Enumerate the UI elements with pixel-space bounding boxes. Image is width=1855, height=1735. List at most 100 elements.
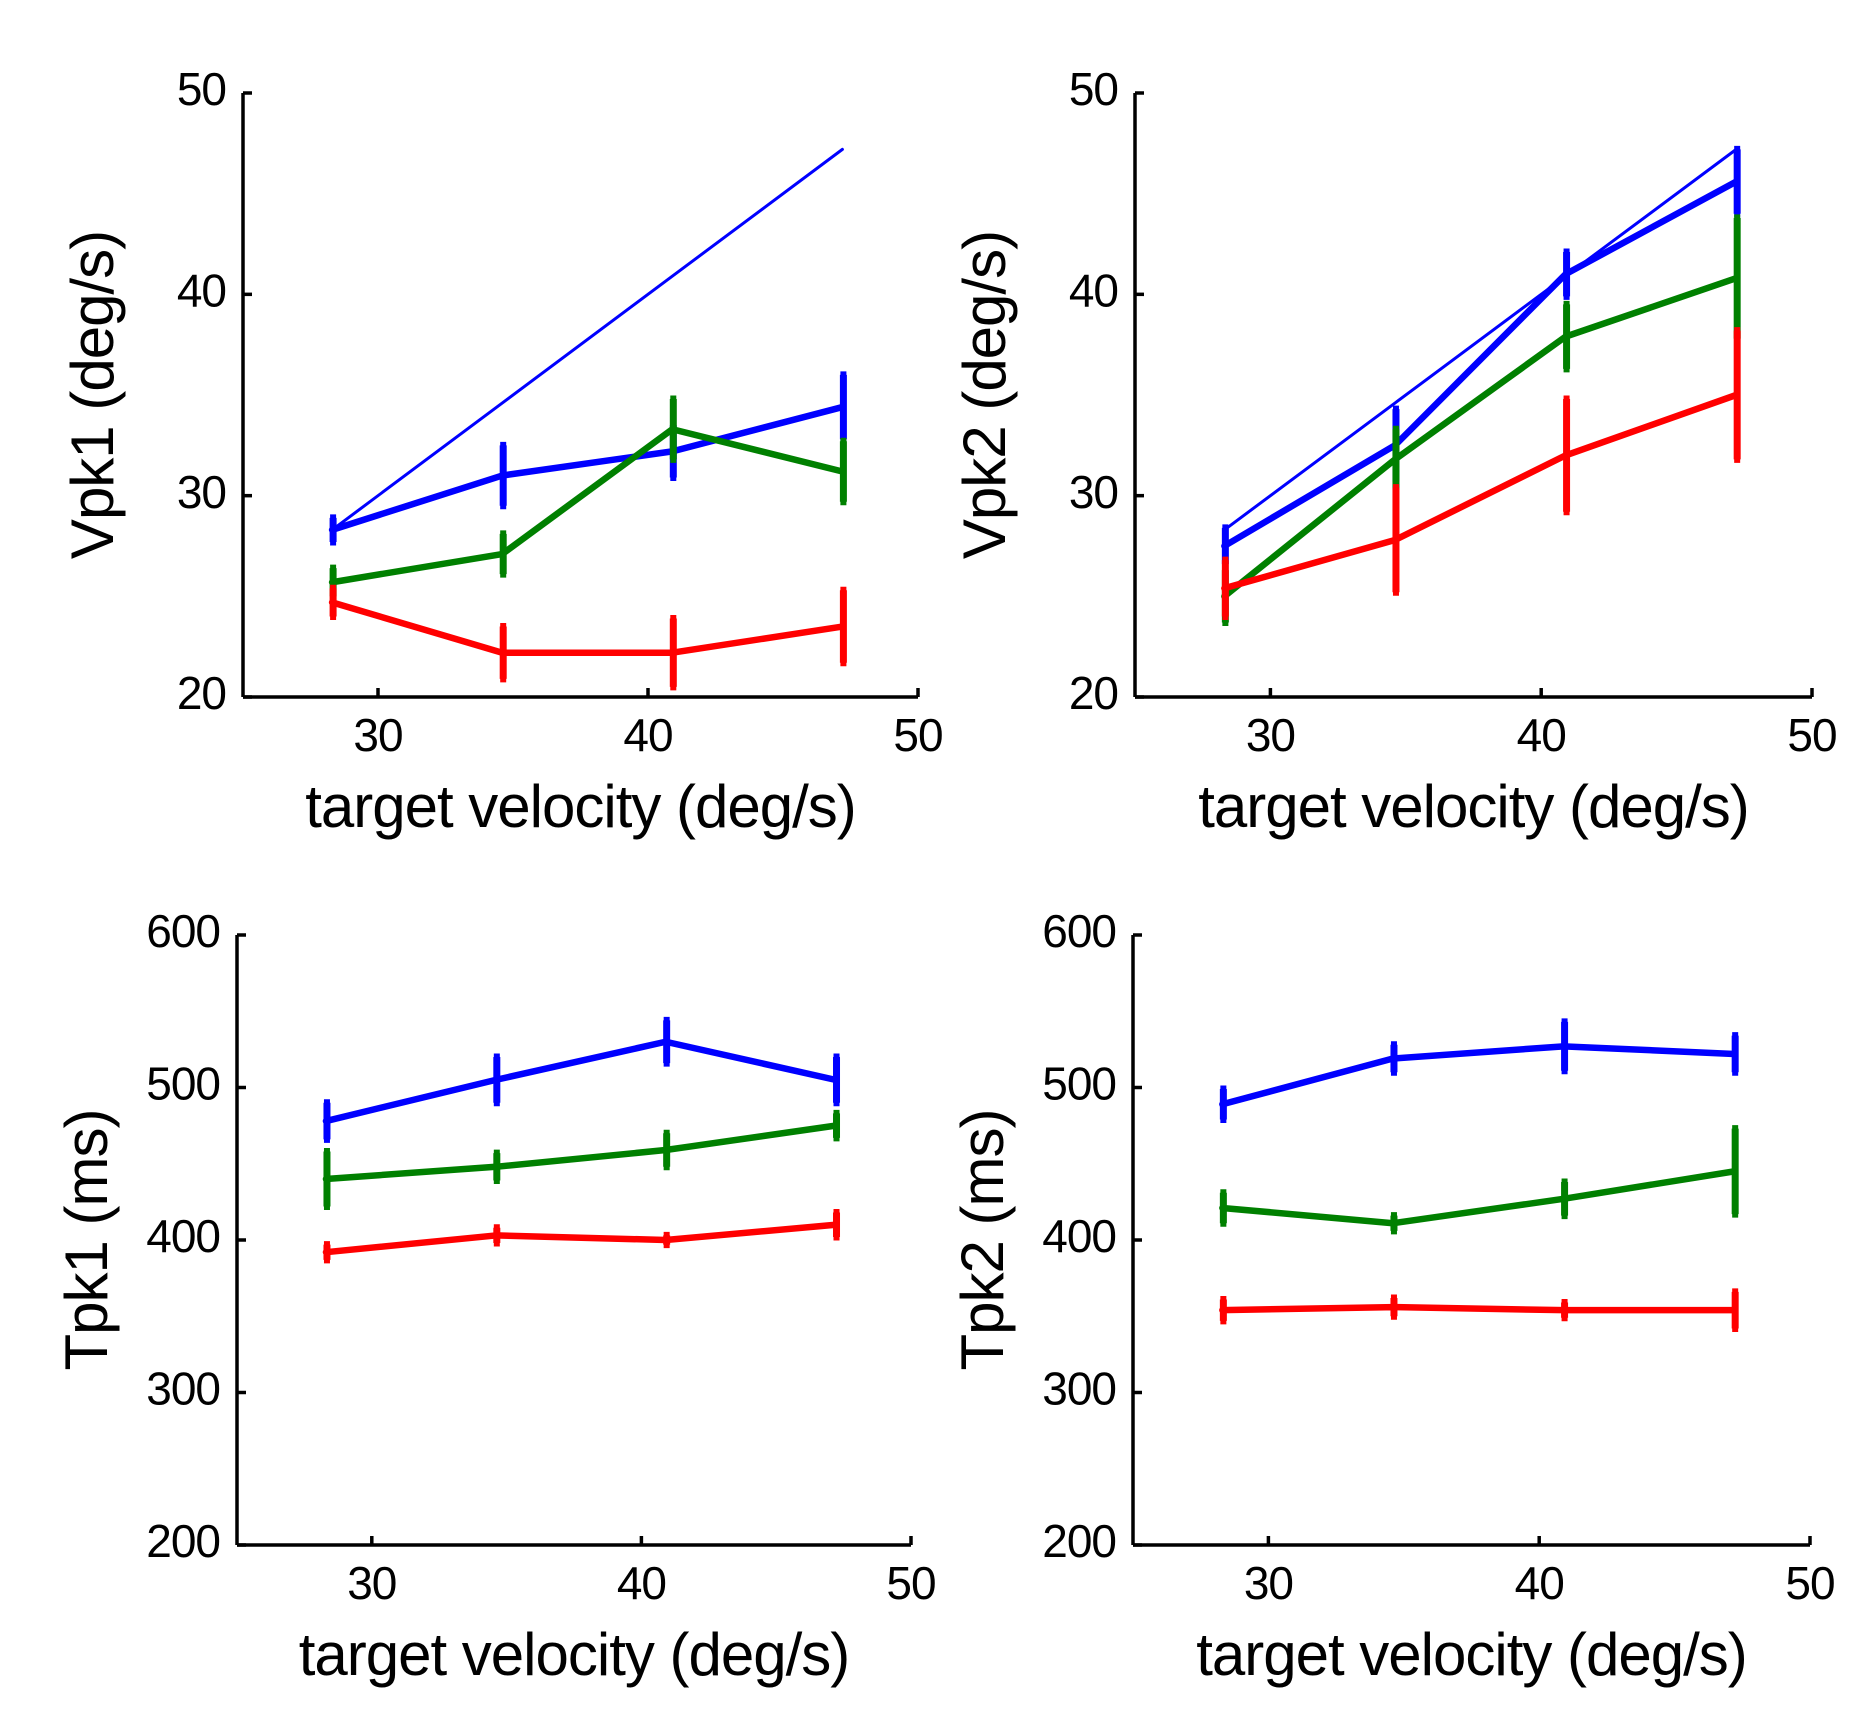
error-bar: [1733, 145, 1741, 218]
series-line-green: [322, 1122, 839, 1183]
error-bar: [499, 530, 507, 578]
error-bar: [1733, 327, 1741, 463]
x-tick-label: 40: [1515, 1557, 1564, 1609]
error-bar: [1731, 1288, 1739, 1332]
chart-tpk1: 200 300 400 500 600 30 40 50 target velocity (de…: [53, 905, 937, 1688]
series-red: [1221, 327, 1741, 620]
series-line-target: [330, 147, 844, 532]
y-tick-label: 40: [177, 264, 226, 316]
error-bar: [499, 441, 507, 510]
x-tick-label: 50: [1785, 1557, 1834, 1609]
y-tick-label: 30: [177, 466, 226, 518]
y-tick-label: 600: [1042, 905, 1116, 957]
y-tick-label: 40: [1069, 264, 1118, 316]
error-bar: [669, 614, 677, 691]
error-bar: [839, 437, 847, 506]
x-tick-label: 50: [886, 1557, 935, 1609]
y-axis-label: Vpk2 (deg/s): [951, 231, 1018, 559]
y-tick-label: 300: [1042, 1363, 1116, 1415]
x-tick-label: 30: [353, 709, 402, 761]
chart-tpk2: 200 300 400 500 600 30 40 50 target velocity (de…: [949, 905, 1836, 1688]
x-tick-label: 50: [1787, 709, 1836, 761]
x-tick-label: 30: [1246, 709, 1295, 761]
y-tick-label: 50: [177, 63, 226, 115]
series-line-blue: [1219, 1043, 1738, 1108]
error-bar: [1221, 556, 1229, 620]
series-line-red: [1221, 391, 1740, 592]
error-bar: [329, 584, 337, 620]
y-axis-label: Tpk2 (ms): [949, 1110, 1016, 1371]
y-tick-label: 300: [146, 1363, 220, 1415]
series-blue: [1221, 145, 1741, 568]
error-bar: [323, 1099, 331, 1143]
error-bar: [1392, 484, 1400, 596]
series-line-red: [1219, 1303, 1738, 1314]
error-bar: [499, 623, 507, 683]
error-bar: [663, 1231, 671, 1249]
series-line-blue: [322, 1038, 839, 1125]
series-line-green: [1219, 1168, 1738, 1227]
error-bar: [669, 395, 677, 463]
error-bar: [1561, 1018, 1569, 1075]
x-tick-label: 40: [623, 709, 672, 761]
y-axis-label: Tpk1 (ms): [53, 1110, 120, 1371]
series-line-blue: [328, 403, 846, 534]
y-tick-label: 500: [146, 1058, 220, 1110]
error-bar: [493, 1149, 501, 1185]
error-bar: [1731, 1125, 1739, 1218]
series-line-green: [1221, 274, 1740, 600]
error-bar: [1219, 1295, 1227, 1325]
series-line-target: [1222, 147, 1738, 532]
series-green: [328, 395, 847, 600]
error-bar: [1392, 425, 1400, 494]
error-bar: [1390, 1294, 1398, 1320]
series-blue: [322, 1016, 841, 1143]
error-bar: [493, 1053, 501, 1107]
x-axis-label: target velocity (deg/s): [1198, 773, 1749, 840]
y-tick-label: 400: [1042, 1210, 1116, 1262]
y-tick-label: 20: [1069, 667, 1118, 719]
error-bar: [1561, 1178, 1569, 1220]
error-bar: [833, 1053, 841, 1107]
error-bar: [1561, 1299, 1569, 1322]
error-bar: [663, 1129, 671, 1171]
series-target: [330, 147, 844, 532]
series-line-green: [328, 425, 846, 586]
chart-vpk2: 20 30 40 50 30 40 50 target velocity (deg/s) Vpk…: [951, 63, 1838, 840]
error-bar: [1733, 214, 1741, 343]
error-bar: [1563, 248, 1571, 300]
chart-vpk1: 20 30 40 50 30 40 50 target velocity (deg/s) Vpk…: [59, 63, 944, 840]
x-tick-label: 40: [1517, 709, 1566, 761]
error-bar: [329, 514, 337, 546]
x-tick-label: 40: [617, 1557, 666, 1609]
error-bar: [1390, 1212, 1398, 1235]
x-axis-label: target velocity (deg/s): [1196, 1621, 1747, 1688]
series-green: [1219, 1125, 1739, 1235]
y-tick-label: 20: [177, 667, 226, 719]
error-bar: [833, 1209, 841, 1241]
y-axis-label: Vpk1 (deg/s): [59, 231, 126, 559]
x-axis-label: target velocity (deg/s): [299, 1621, 850, 1688]
series-blue: [1219, 1018, 1739, 1124]
series-blue: [328, 371, 847, 546]
series-green: [322, 1109, 841, 1210]
y-tick-label: 30: [1069, 466, 1118, 518]
error-bar: [1731, 1032, 1739, 1076]
error-bar: [833, 1109, 841, 1142]
x-tick-label: 30: [1244, 1557, 1293, 1609]
error-bar: [1390, 1041, 1398, 1076]
y-tick-label: 600: [146, 905, 220, 957]
error-bar: [1219, 1189, 1227, 1227]
y-tick-label: 500: [1042, 1058, 1116, 1110]
x-tick-label: 50: [893, 709, 942, 761]
series-red: [322, 1209, 841, 1264]
error-bar: [493, 1224, 501, 1247]
error-bar: [323, 1241, 331, 1264]
series-red: [328, 584, 847, 691]
error-bar: [1563, 395, 1571, 516]
error-bar: [839, 586, 847, 667]
series-target: [1222, 147, 1738, 532]
series-line-blue: [1221, 178, 1740, 550]
y-tick-label: 400: [146, 1210, 220, 1262]
